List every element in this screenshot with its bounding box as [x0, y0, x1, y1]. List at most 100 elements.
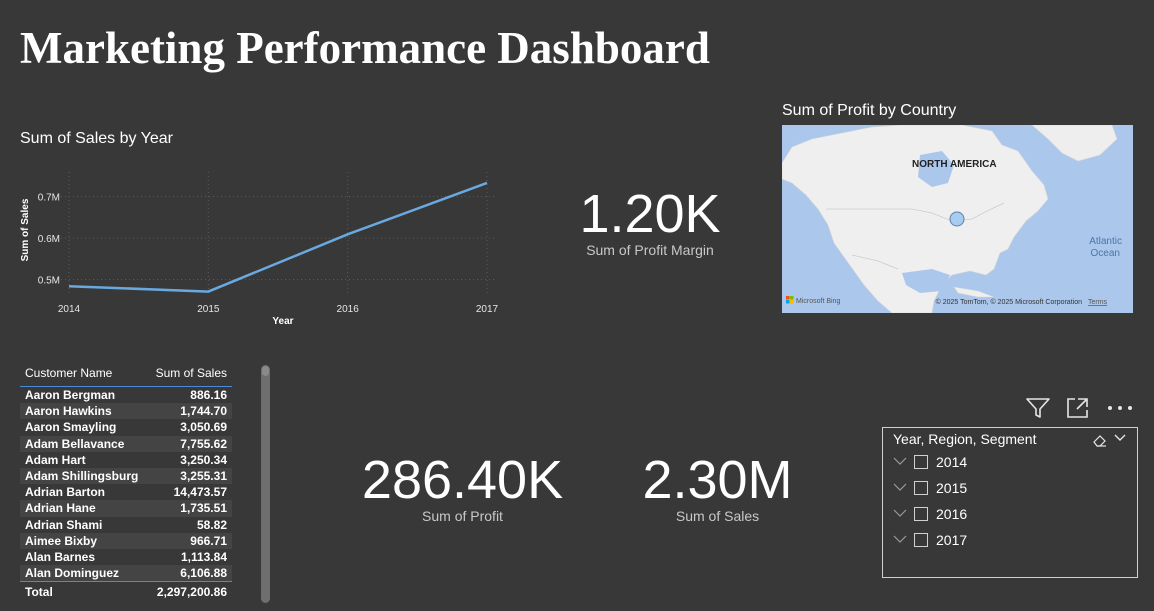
x-tick-label: 2014: [58, 304, 81, 315]
total-label: Total: [25, 585, 53, 600]
table-row[interactable]: Aaron Hawkins 1,744.70: [20, 403, 232, 420]
united-states-profit-bubble[interactable]: [949, 211, 965, 227]
table-row[interactable]: Alan Barnes 1,113.84: [20, 549, 232, 565]
table-row[interactable]: Aaron Smayling 3,050.69: [20, 419, 232, 435]
focus-mode-icon[interactable]: [1066, 397, 1090, 419]
slicer-item-2015[interactable]: 2015: [893, 478, 967, 498]
slicer-checkbox[interactable]: [914, 455, 928, 469]
x-tick-label: 2017: [476, 304, 499, 315]
slicer-item-label: 2017: [936, 532, 968, 548]
sales-cell: 3,255.31: [180, 468, 227, 483]
slicer-header: Year, Region, Segment: [893, 431, 1037, 447]
slicer-checkbox[interactable]: [914, 507, 928, 521]
eraser-icon[interactable]: [1092, 433, 1108, 447]
map-terms-link[interactable]: Terms: [1088, 299, 1108, 306]
expand-chevron-icon[interactable]: [893, 533, 911, 547]
gulf-of-mexico: [902, 269, 950, 293]
slicer-item-label: 2016: [936, 506, 968, 522]
table-row[interactable]: Adrian Barton 14,473.57: [20, 484, 232, 500]
customer-name-cell: Alan Dominguez: [25, 566, 120, 581]
expand-chevron-icon[interactable]: [893, 455, 911, 469]
table-row[interactable]: Adrian Shami 58.82: [20, 517, 232, 533]
table-scroll-thumb[interactable]: [262, 366, 269, 376]
sales-card[interactable]: 2.30M Sum of Sales: [625, 452, 810, 524]
table-row[interactable]: Adam Bellavance 7,755.62: [20, 435, 232, 452]
table-row[interactable]: Adrian Hane 1,735.51: [20, 500, 232, 517]
slicer-checkbox[interactable]: [914, 533, 928, 547]
map-copyright: © 2025 TomTom, © 2025 Microsoft Corporat…: [936, 298, 1082, 306]
table-header: Customer Name Sum of Sales: [20, 363, 232, 387]
slicer-item-2016[interactable]: 2016: [893, 504, 967, 524]
y-axis-title: Sum of Sales: [20, 198, 31, 261]
sales-cell: 1,735.51: [180, 501, 227, 516]
chevron-down-icon[interactable]: [1113, 432, 1127, 444]
greenland-landmass: [1031, 125, 1118, 162]
sales-cell: 1,113.84: [180, 549, 227, 564]
profit-margin-value: 1.20K: [579, 184, 721, 244]
column-header-sales[interactable]: Sum of Sales: [155, 366, 227, 380]
sales-cell: 966.71: [190, 533, 227, 548]
customer-name-cell: Adam Shillingsburg: [25, 468, 139, 483]
map-brand: Microsoft Bing: [796, 298, 840, 305]
table-scrollbar[interactable]: [261, 365, 270, 603]
sales-cell: 6,106.88: [180, 566, 227, 581]
customer-name-cell: Alan Barnes: [25, 549, 96, 564]
customer-name-cell: Aaron Hawkins: [25, 404, 112, 419]
sales-cell: 7,755.62: [180, 436, 227, 451]
sales-cell: 58.82: [196, 517, 227, 532]
customer-name-cell: Adam Hart: [25, 452, 86, 467]
sales-cell: 1,744.70: [180, 404, 227, 419]
north-america-landmass: [782, 125, 1049, 313]
table-row[interactable]: Alan Dominguez 6,106.88: [20, 565, 232, 582]
customer-name-cell: Adrian Barton: [25, 485, 106, 500]
filter-icon[interactable]: [1025, 396, 1051, 420]
profit-margin-label: Sum of Profit Margin: [586, 242, 714, 258]
sales-series-line[interactable]: [68, 181, 488, 293]
table-row[interactable]: Adam Hart 3,250.34: [20, 452, 232, 468]
more-options-icon[interactable]: [1106, 402, 1134, 414]
y-tick-label: 0.7M: [38, 193, 60, 204]
slicer-item-label: 2015: [936, 480, 968, 496]
map-canvas: NORTH AMERICA Atlantic Ocean Microsoft B…: [782, 125, 1133, 313]
y-tick-label: 0.6M: [38, 234, 60, 245]
expand-chevron-icon[interactable]: [893, 507, 911, 521]
customer-sales-table[interactable]: Customer Name Sum of Sales Aaron Bergman…: [20, 363, 232, 602]
region-label: NORTH AMERICA: [912, 159, 997, 170]
page-title: Marketing Performance Dashboard: [20, 23, 710, 73]
customer-name-cell: Aaron Smayling: [25, 420, 117, 435]
table-row[interactable]: Aimee Bixby 966.71: [20, 532, 232, 549]
cuba-landmass: [953, 286, 995, 298]
table-total-row: Total 2,297,200.86: [20, 581, 232, 602]
ocean-label-line-2: Ocean: [1091, 248, 1120, 259]
profit-label: Sum of Profit: [422, 508, 503, 524]
slicer-item-label: 2014: [936, 454, 968, 470]
sales-label: Sum of Sales: [675, 508, 760, 524]
table-row[interactable]: Adam Shillingsburg 3,255.31: [20, 467, 232, 485]
line-chart-title: Sum of Sales by Year: [20, 130, 173, 147]
sales-cell: 14,473.57: [173, 485, 227, 500]
year-region-segment-slicer[interactable]: Year, Region, Segment 2014 2015 2016 2017: [882, 427, 1138, 578]
sales-line-chart[interactable]: 0.5M 0.6M 0.7M 2014 2015 2016 2017 Year Sum o…: [12, 152, 512, 332]
column-header-customer[interactable]: Customer Name: [25, 366, 113, 380]
sales-cell: 3,250.34: [180, 452, 227, 467]
customer-name-cell: Adrian Hane: [25, 501, 96, 516]
slicer-item-2014[interactable]: 2014: [893, 452, 967, 472]
expand-chevron-icon[interactable]: [893, 481, 911, 495]
x-axis-title: Year: [272, 316, 293, 327]
x-tick-label: 2016: [337, 304, 360, 315]
profit-margin-card[interactable]: 1.20K Sum of Profit Margin: [560, 186, 740, 258]
profit-by-country-map[interactable]: NORTH AMERICA Atlantic Ocean Microsoft B…: [782, 125, 1133, 313]
sales-value: 2.30M: [642, 450, 793, 510]
customer-name-cell: Adam Bellavance: [25, 436, 125, 451]
sales-cell: 886.16: [190, 388, 227, 402]
profit-card[interactable]: 286.40K Sum of Profit: [350, 452, 575, 524]
slicer-item-2017[interactable]: 2017: [893, 530, 967, 550]
map-title: Sum of Profit by Country: [782, 102, 957, 119]
ocean-label-line-1: Atlantic: [1089, 236, 1122, 247]
profit-value: 286.40K: [361, 450, 564, 510]
slicer-checkbox[interactable]: [914, 481, 928, 495]
customer-name-cell: Aimee Bixby: [25, 533, 98, 548]
table-row[interactable]: Aaron Bergman 886.16: [20, 387, 232, 403]
bing-logo-icon: [786, 296, 794, 304]
us-mexico-border: [851, 254, 899, 270]
